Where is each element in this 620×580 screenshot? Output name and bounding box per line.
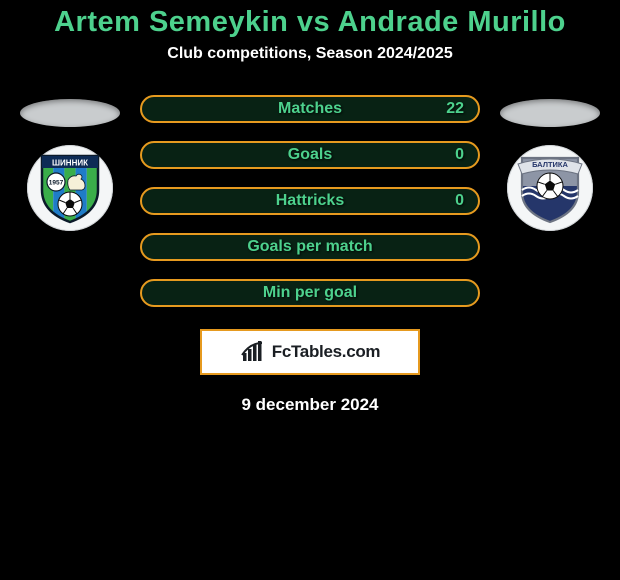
stat-right-value: 0 [455, 192, 464, 210]
baltika-badge-icon: БАЛТИКА [512, 150, 588, 226]
subtitle-text: Club competitions, Season 2024/2025 [167, 45, 452, 62]
bar-chart-icon [240, 341, 266, 363]
left-player-ellipse [20, 99, 120, 127]
stat-right-value: 0 [455, 146, 464, 164]
subtitle: Club competitions, Season 2024/2025 [0, 45, 620, 63]
comparison-container: ШИННИК 1957 Matches 22 Go [0, 91, 620, 307]
date-label: 9 december 2024 [0, 395, 620, 415]
branding-box: FcTables.com [200, 329, 420, 375]
branding-text: FcTables.com [272, 342, 381, 362]
title-text: Artem Semeykin vs Andrade Murillo [54, 6, 566, 38]
stat-row-min-per-goal: Min per goal [140, 279, 480, 307]
left-club-year: 1957 [49, 180, 64, 187]
stat-label: Hattricks [276, 192, 344, 210]
left-club-label: ШИННИК [52, 159, 88, 168]
page-title: Artem Semeykin vs Andrade Murillo [0, 6, 620, 39]
stat-row-matches: Matches 22 [140, 95, 480, 123]
stat-row-hattricks: Hattricks 0 [140, 187, 480, 215]
stat-label: Goals per match [247, 238, 372, 256]
left-club-badge: ШИННИК 1957 [27, 145, 113, 231]
right-club-label: БАЛТИКА [532, 160, 568, 169]
stat-label: Goals [288, 146, 332, 164]
right-club-badge: БАЛТИКА [507, 145, 593, 231]
right-player-side: БАЛТИКА [500, 91, 600, 231]
stat-row-goals-per-match: Goals per match [140, 233, 480, 261]
stat-label: Matches [278, 100, 342, 118]
date-text: 9 december 2024 [241, 395, 378, 414]
stats-column: Matches 22 Goals 0 Hattricks 0 Goals per… [140, 95, 480, 307]
stat-label: Min per goal [263, 284, 357, 302]
shinnik-badge-icon: ШИННИК 1957 [32, 150, 108, 226]
stat-right-value: 22 [446, 100, 464, 118]
left-player-side: ШИННИК 1957 [20, 91, 120, 231]
right-player-ellipse [500, 99, 600, 127]
stat-row-goals: Goals 0 [140, 141, 480, 169]
